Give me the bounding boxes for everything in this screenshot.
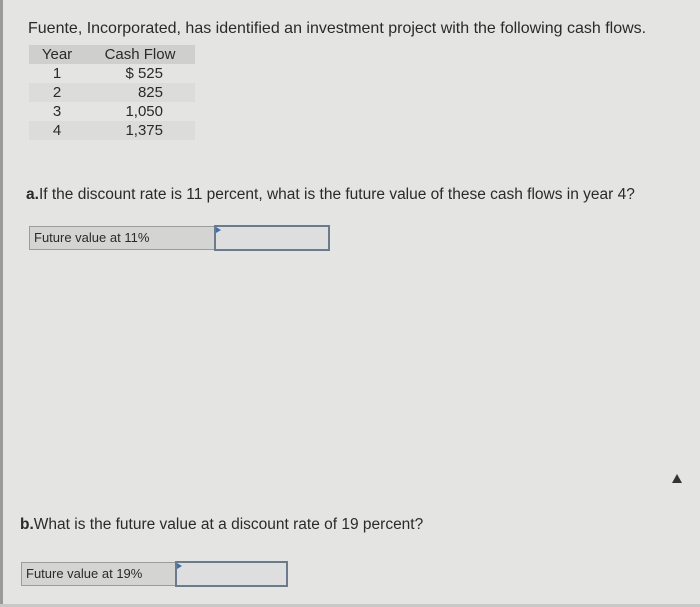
future-value-19-input[interactable]: [175, 561, 288, 587]
cash-flow-cell: 1,050: [125, 103, 163, 120]
left-border: [0, 0, 3, 607]
header-year: Year: [29, 45, 85, 64]
year-cell: 1: [52, 65, 62, 82]
cash-flow-cell: 825: [85, 83, 195, 102]
mouse-cursor-icon: [672, 474, 682, 483]
header-cash-flow: Cash Flow: [85, 45, 195, 64]
table-row: 3 1,050: [29, 102, 195, 121]
answer-row-a: Future value at 11%: [29, 225, 330, 251]
year-cell: 3: [52, 103, 62, 120]
question-a-text: If the discount rate is 11 percent, what…: [38, 186, 635, 203]
table-row: 1 $ 525: [29, 64, 195, 83]
cash-flow-table: Year Cash Flow 1 $ 525 2 825 3 1,050 4 1…: [29, 45, 195, 140]
year-cell: 4: [29, 121, 85, 140]
answer-label-a: Future value at 11%: [29, 226, 214, 250]
question-a-prefix: a.: [26, 186, 39, 203]
cash-flow-cell: $ 525: [125, 65, 163, 82]
year-cell: 2: [29, 83, 85, 102]
answer-row-b: Future value at 19%: [21, 561, 288, 587]
bottom-divider: [0, 604, 700, 607]
future-value-11-input[interactable]: [214, 225, 330, 251]
question-b-text: What is the future value at a discount r…: [33, 516, 424, 533]
problem-intro: Fuente, Incorporated, has identified an …: [28, 20, 647, 37]
question-b: b.What is the future value at a discount…: [20, 516, 423, 534]
table-row: 4 1,375: [29, 121, 195, 140]
question-a: a.If the discount rate is 11 percent, wh…: [26, 186, 635, 204]
answer-label-b: Future value at 19%: [21, 562, 175, 586]
cash-flow-cell: 1,375: [85, 121, 195, 140]
question-b-prefix: b.: [20, 516, 34, 533]
table-row: 2 825: [29, 83, 195, 102]
